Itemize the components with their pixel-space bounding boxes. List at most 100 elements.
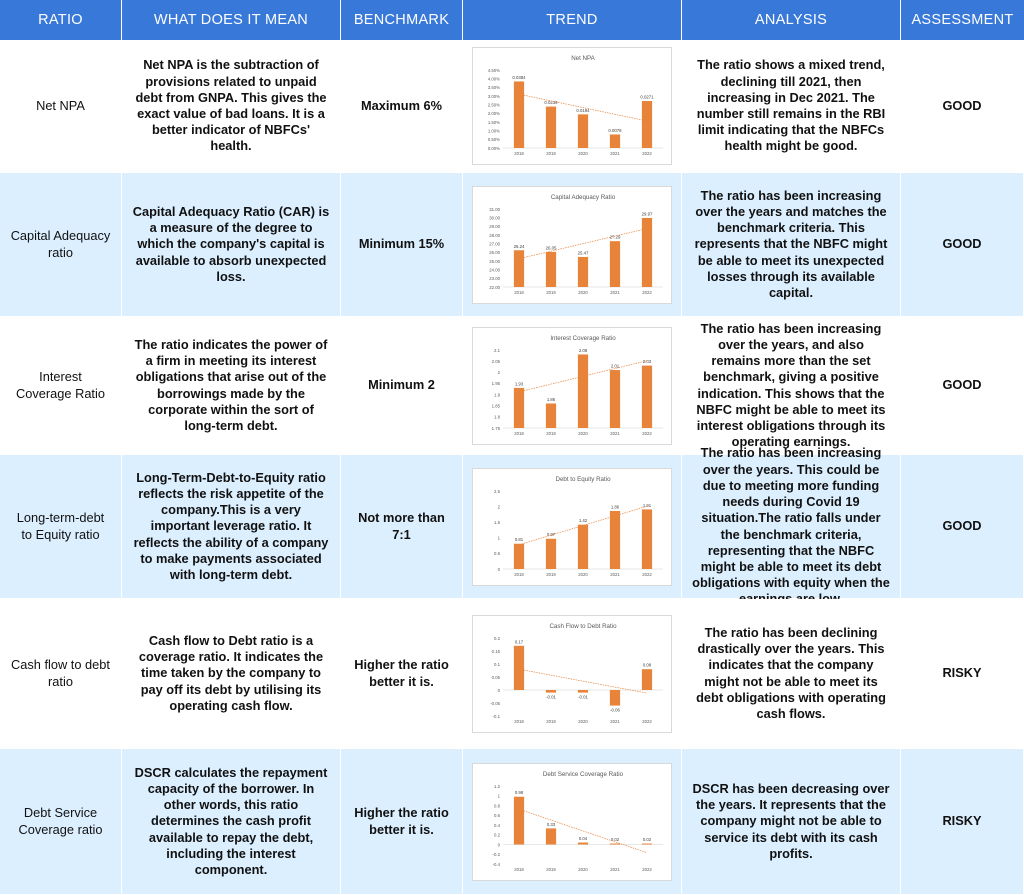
meaning-cell: Long-Term-Debt-to-Equity ratio reflects … [122, 455, 341, 599]
y-tick-label: 2.00% [488, 111, 500, 116]
y-tick-label: 31.00 [489, 206, 500, 211]
x-tick-label: 2022 [642, 290, 652, 295]
bar [641, 668, 653, 690]
data-label: 0.04 [579, 836, 588, 841]
ratio-cell: Capital Adequacy ratio [0, 173, 122, 317]
chart-title: Capital Adequacy Ratio [551, 194, 616, 201]
analysis-cell: The ratio has been declining drastically… [682, 599, 901, 749]
x-tick-label: 2021 [610, 867, 620, 872]
trend-cell: Debt Service Coverage Ratio -0.4 -0.2 0 0.2 0… [463, 749, 682, 895]
trendline [518, 505, 648, 545]
bar [641, 101, 653, 148]
data-label: 2.08 [579, 347, 588, 352]
chart-svg: Cash Flow to Debt Ratio -0.1 -0.05 0 0.05 0.1… [490, 623, 663, 724]
y-tick-label: 23.00 [489, 276, 500, 281]
y-tick-label: 0.1 [494, 661, 501, 666]
x-tick-label: 2019 [546, 431, 556, 436]
analysis-cell: The ratio has been increasing over the y… [682, 317, 901, 455]
y-tick-label: 2.5 [494, 488, 501, 493]
bar [609, 240, 621, 287]
assessment-cell: GOOD [901, 317, 1024, 455]
header-meaning: WHAT DOES IT MEAN [122, 0, 341, 40]
data-label: 25.47 [578, 250, 589, 255]
meaning-cell: Net NPA is the subtraction of provisions… [122, 40, 341, 173]
analysis-cell: The ratio has been increasing over the y… [682, 445, 901, 606]
assessment-cell: GOOD [901, 455, 1024, 599]
y-tick-label: 28.00 [489, 232, 500, 237]
data-label: 0.81 [515, 537, 524, 542]
data-label: 1.86 [611, 504, 620, 509]
assessment-cell: RISKY [901, 749, 1024, 895]
data-label: 0.98 [515, 790, 524, 795]
bar [577, 524, 589, 569]
trendline [518, 93, 648, 122]
y-tick-label: 4.50% [488, 68, 500, 73]
y-tick-label: -0.1 [493, 713, 501, 718]
x-tick-label: 2018 [514, 572, 524, 577]
bar [609, 843, 621, 844]
bar [545, 251, 557, 287]
y-tick-label: 0.2 [494, 832, 501, 837]
y-tick-label: 1.8 [494, 414, 501, 419]
bar [641, 843, 653, 844]
y-tick-label: 1.50% [488, 120, 500, 125]
chart-title: Debt Service Coverage Ratio [543, 771, 624, 778]
data-label: 1.86 [547, 396, 556, 401]
benchmark-cell: Higher the ratio better it is. [341, 599, 463, 749]
x-tick-label: 2022 [642, 719, 652, 724]
y-tick-label: 0 [498, 566, 501, 571]
chart-svg: Net NPA 0.00% 0.50% 1.00% 1.50% 2.00% 2.50% 3.0… [488, 55, 663, 156]
x-tick-label: 2018 [514, 151, 524, 156]
data-label: 0.0271 [640, 95, 654, 100]
y-tick-label: 1.00% [488, 128, 500, 133]
assessment-cell: RISKY [901, 599, 1024, 749]
benchmark-cell: Maximum 6% [341, 40, 463, 173]
bar [641, 365, 653, 428]
chart-title: Cash Flow to Debt Ratio [549, 623, 617, 630]
trend-cell: Cash Flow to Debt Ratio -0.1 -0.05 0 0.05 0.1… [463, 599, 682, 749]
x-tick-label: 2021 [610, 431, 620, 436]
bar [545, 402, 557, 428]
y-tick-label: 1 [498, 535, 501, 540]
trend-cell: Capital Adequacy Ratio 22.00 23.00 24.00 25.… [463, 173, 682, 317]
chart-svg: Interest Coverage Ratio 1.75 1.8 1.85 1.9 1.9… [492, 335, 663, 436]
y-tick-label: -0.05 [490, 700, 500, 705]
x-tick-label: 2020 [578, 719, 588, 724]
benchmark-cell: Minimum 15% [341, 173, 463, 317]
x-tick-label: 2020 [578, 572, 588, 577]
y-tick-label: 1.85 [492, 403, 501, 408]
benchmark-cell: Not more than 7:1 [341, 455, 463, 599]
x-tick-label: 2020 [578, 431, 588, 436]
assessment-cell: GOOD [901, 173, 1024, 317]
trend-cell: Net NPA 0.00% 0.50% 1.00% 1.50% 2.00% 2.50% 3.0… [463, 40, 682, 173]
y-tick-label: -0.4 [493, 861, 501, 866]
data-label: 0.0239 [544, 100, 558, 105]
assessment-cell: GOOD [901, 40, 1024, 173]
bar [577, 353, 589, 428]
x-tick-label: 2021 [610, 151, 620, 156]
y-tick-label: 2.05 [492, 358, 501, 363]
data-label: 0.33 [547, 821, 556, 826]
trend-chart: Capital Adequacy Ratio 22.00 23.00 24.00 25.… [472, 185, 672, 304]
bar [609, 134, 621, 148]
trendline [518, 227, 648, 259]
x-tick-label: 2022 [642, 431, 652, 436]
trendline [518, 668, 648, 693]
data-label: 0.0384 [512, 75, 526, 80]
bar [545, 827, 557, 844]
data-label: 0.17 [515, 639, 524, 644]
bar [513, 249, 525, 287]
data-label: 0.08 [643, 662, 652, 667]
x-tick-label: 2020 [578, 151, 588, 156]
trend-chart: Debt to Equity Ratio 0 0.5 1 1.5 2 2.5 0.81 2018… [472, 467, 672, 586]
x-tick-label: 2018 [514, 290, 524, 295]
x-tick-label: 2021 [610, 290, 620, 295]
data-label: -0.01 [546, 694, 556, 699]
y-tick-label: 0.15 [492, 648, 501, 653]
trend-chart: Cash Flow to Debt Ratio -0.1 -0.05 0 0.05 0.1… [472, 614, 672, 733]
y-tick-label: 3.50% [488, 85, 500, 90]
bar [513, 796, 525, 844]
x-tick-label: 2019 [546, 151, 556, 156]
ratio-cell: Long-term-debt to Equity ratio [0, 455, 122, 599]
meaning-cell: The ratio indicates the power of a firm … [122, 317, 341, 455]
